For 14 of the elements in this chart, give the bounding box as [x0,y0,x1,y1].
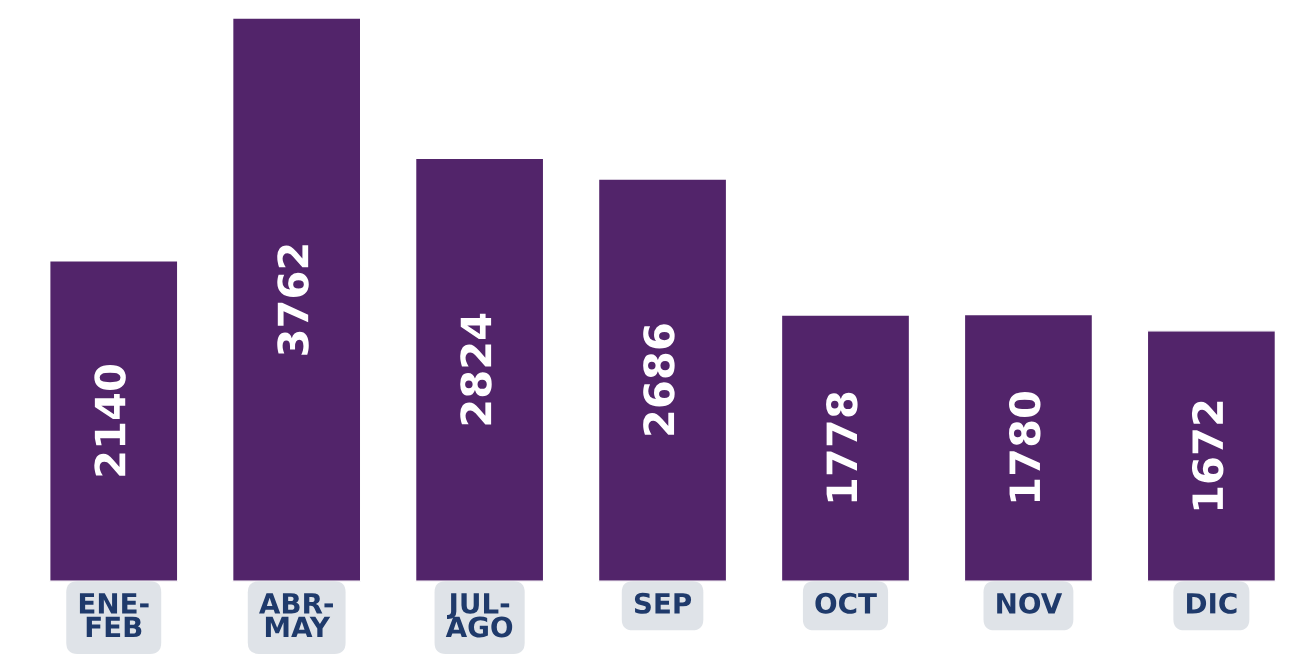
x-tick-label: NOV [997,592,1063,614]
data-label: 1780 [1009,391,1041,502]
x-tick-label: ABR- MAY [259,593,333,638]
data-label: 1778 [826,392,858,502]
data-label: 3762 [277,245,309,355]
x-tick-label: SEP [634,592,692,614]
data-label: 1672 [1191,401,1224,510]
x-tick-label: OCT [815,592,877,614]
data-label: 2824 [460,313,492,425]
data-label: 2140 [94,364,126,476]
x-tick-label: ENE- FEB [79,593,149,638]
data-label: 2686 [643,324,675,435]
x-tick-label: JUL- AGO [445,593,513,638]
x-tick-label: DIC [1187,592,1237,614]
